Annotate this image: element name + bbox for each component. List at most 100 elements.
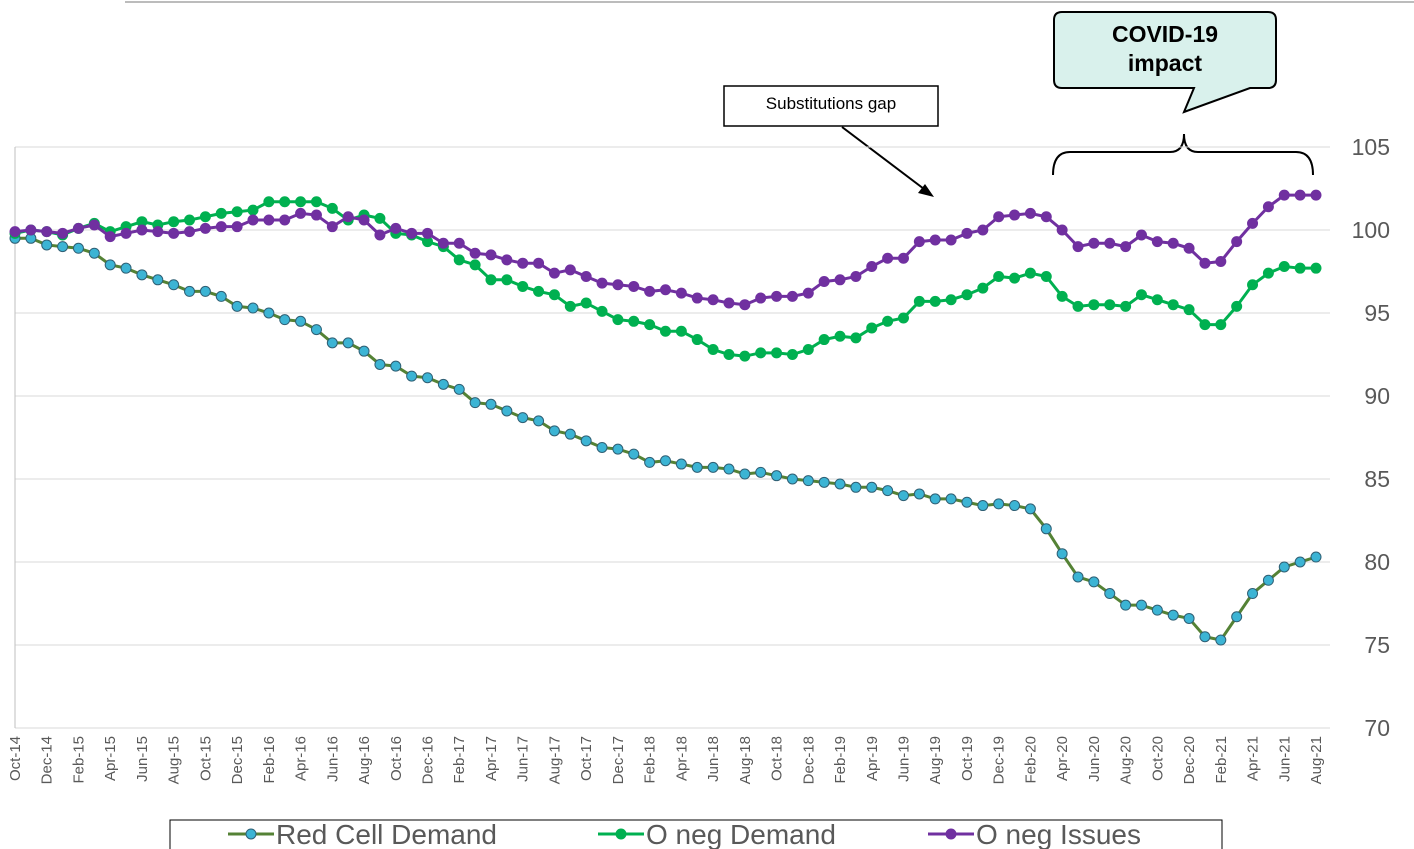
data-point [1009, 500, 1021, 512]
x-tick-label: Jun-18 [705, 736, 722, 782]
x-tick-label: Oct-19 [959, 736, 976, 781]
data-point [675, 458, 687, 470]
legend-label: Red Cell Demand [276, 819, 497, 849]
data-point [485, 398, 497, 410]
data-point [691, 334, 703, 346]
x-tick-label: Dec-16 [420, 736, 437, 784]
x-tick-label: Oct-16 [388, 736, 405, 781]
x-tick-label: Feb-21 [1213, 736, 1230, 784]
data-point [707, 461, 719, 473]
data-point [612, 279, 624, 291]
data-point [533, 415, 545, 427]
data-point [326, 221, 338, 233]
x-tick-label: Dec-17 [610, 736, 627, 784]
y-tick-label: 100 [1352, 217, 1390, 243]
data-point [834, 478, 846, 490]
data-point [580, 435, 592, 447]
data-point [168, 216, 180, 228]
x-tick-label: Jun-17 [515, 736, 532, 782]
data-point [993, 211, 1005, 223]
data-point [628, 280, 640, 292]
arrow-head [918, 184, 934, 197]
x-tick-label: Aug-16 [356, 736, 373, 784]
data-point [168, 227, 180, 239]
data-point [548, 425, 560, 437]
data-point [88, 219, 100, 231]
data-point [913, 236, 925, 248]
data-point [1009, 209, 1021, 221]
data-point [866, 322, 878, 334]
data-point [485, 274, 497, 286]
data-point [533, 257, 545, 269]
data-point [897, 490, 909, 502]
data-point [453, 254, 465, 266]
data-point [406, 227, 418, 239]
x-tick-label: Oct-15 [197, 736, 214, 781]
data-point [596, 305, 608, 317]
data-point [279, 214, 291, 226]
data-point [850, 481, 862, 493]
annotation-brace [1052, 133, 1314, 176]
data-point [1024, 207, 1036, 219]
data-point [660, 455, 671, 467]
data-point [247, 214, 259, 226]
data-point [152, 226, 164, 238]
x-tick-label: Aug-19 [927, 736, 944, 784]
x-tick-label: Feb-17 [451, 736, 468, 784]
x-tick-label: Jun-15 [134, 736, 151, 782]
legend-label: O neg Issues [976, 819, 1141, 849]
data-point [295, 196, 307, 208]
data-point [675, 325, 687, 337]
data-point [501, 254, 513, 266]
data-point [41, 226, 53, 238]
data-point [136, 269, 148, 281]
legend-box [169, 819, 1223, 849]
data-point [755, 292, 767, 304]
data-point [945, 234, 957, 246]
data-point [1135, 229, 1147, 241]
data-point [533, 285, 545, 297]
data-point [1278, 561, 1290, 573]
data-point [199, 285, 211, 297]
data-point [72, 242, 84, 254]
data-point [422, 372, 434, 384]
data-point [215, 290, 227, 302]
y-tick-label: 90 [1364, 383, 1390, 409]
annotation-callout [1053, 11, 1277, 114]
data-point [1072, 300, 1084, 312]
annotation-arrow [841, 126, 929, 193]
data-point [834, 274, 846, 286]
data-point [72, 222, 84, 234]
data-point [1167, 299, 1179, 311]
data-point [517, 412, 529, 424]
data-point [628, 315, 640, 327]
data-point [802, 475, 814, 487]
data-point [501, 274, 513, 286]
data-point [993, 498, 1005, 510]
data-point [977, 500, 989, 512]
data-point [469, 247, 481, 259]
x-tick-label: Apr-16 [293, 736, 310, 781]
legend-marker [245, 828, 257, 840]
y-tick-label: 80 [1364, 549, 1390, 575]
data-point [1183, 304, 1195, 316]
x-tick-label: Aug-17 [546, 736, 563, 784]
data-point [1167, 237, 1179, 249]
data-point [374, 229, 386, 241]
data-point [501, 405, 513, 417]
data-point [739, 468, 751, 480]
data-point [1104, 588, 1116, 600]
data-point [564, 300, 576, 312]
data-point [1231, 236, 1243, 248]
data-point [1183, 242, 1195, 254]
data-point [120, 262, 132, 274]
data-point [1294, 556, 1306, 568]
data-point [548, 289, 560, 301]
data-point [374, 212, 386, 224]
data-point [136, 224, 148, 236]
data-point [866, 481, 878, 493]
x-tick-label: Aug-15 [166, 736, 183, 784]
data-point [1072, 571, 1084, 583]
data-point [517, 280, 529, 292]
